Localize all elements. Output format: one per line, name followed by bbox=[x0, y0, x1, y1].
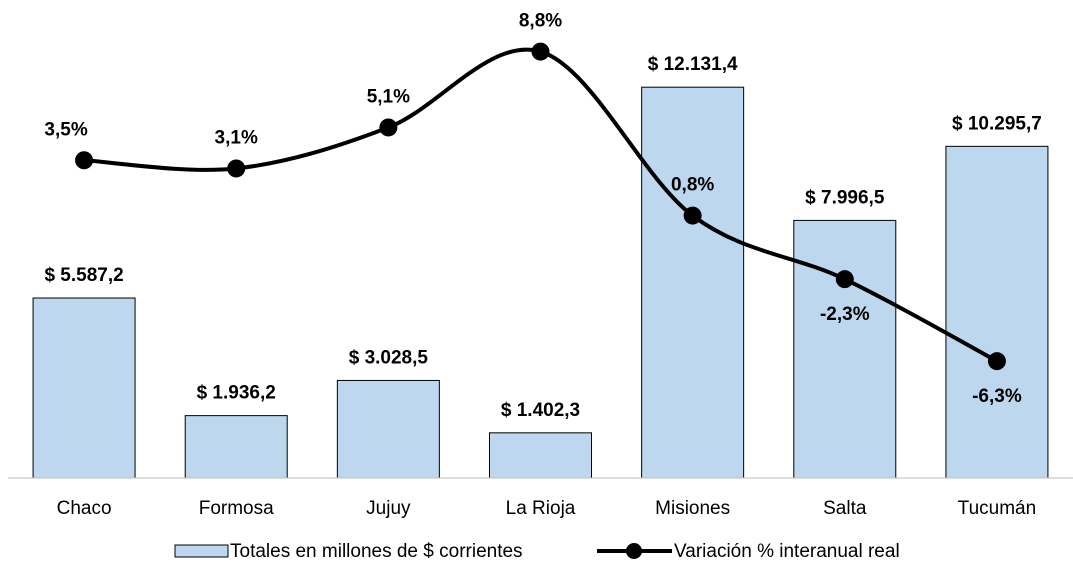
x-tick-label: Salta bbox=[823, 498, 867, 519]
x-tick-label: La Rioja bbox=[506, 498, 576, 519]
line-value-label: 3,5% bbox=[44, 119, 87, 140]
line-point bbox=[379, 118, 398, 137]
bar bbox=[793, 219, 897, 479]
bar bbox=[489, 432, 592, 479]
bar bbox=[336, 379, 440, 479]
line-point bbox=[75, 151, 94, 170]
bar-value-label: $ 1.936,2 bbox=[197, 383, 276, 404]
x-tick-label: Jujuy bbox=[366, 498, 411, 519]
legend-swatch bbox=[174, 544, 229, 558]
legend-swatch bbox=[626, 543, 642, 559]
legend-label: Variación % interanual real bbox=[674, 541, 900, 562]
line-point bbox=[683, 206, 702, 225]
x-tick-label: Formosa bbox=[199, 498, 274, 519]
line-point bbox=[531, 42, 550, 61]
line-value-label: 5,1% bbox=[367, 86, 410, 107]
bar bbox=[32, 297, 136, 479]
line-point bbox=[987, 352, 1006, 371]
bar-value-label: $ 12.131,4 bbox=[648, 54, 738, 75]
line-value-label: 3,1% bbox=[215, 127, 258, 148]
legend-label: Totales en millones de $ corrientes bbox=[230, 541, 523, 562]
line-value-label: 0,8% bbox=[671, 175, 714, 196]
line-value-label: 8,8% bbox=[519, 11, 562, 32]
bar-value-label: $ 5.587,2 bbox=[44, 265, 123, 286]
bar bbox=[184, 415, 288, 479]
line-point bbox=[227, 159, 246, 178]
x-tick-label: Tucumán bbox=[958, 498, 1037, 519]
bar-value-label: $ 10.295,7 bbox=[952, 113, 1042, 134]
bar-value-label: $ 1.402,3 bbox=[501, 400, 580, 421]
bar bbox=[945, 145, 1049, 479]
line-value-label: -6,3% bbox=[972, 386, 1022, 407]
bar-value-label: $ 7.996,5 bbox=[805, 187, 885, 208]
x-tick-label: Misiones bbox=[655, 498, 730, 519]
bar bbox=[641, 86, 745, 479]
line-point bbox=[835, 270, 854, 289]
x-tick-label: Chaco bbox=[57, 498, 112, 519]
bar-value-label: $ 3.028,5 bbox=[349, 347, 429, 368]
line-value-label: -2,3% bbox=[820, 304, 870, 325]
